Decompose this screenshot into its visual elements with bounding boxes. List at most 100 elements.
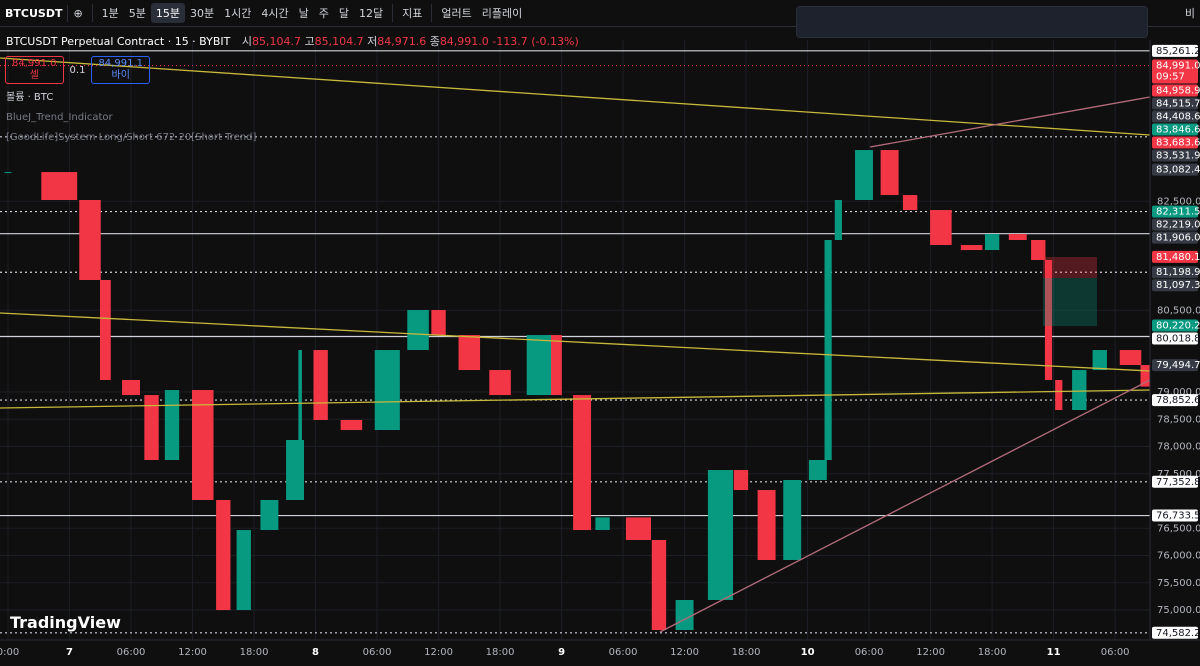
- price-tag: [1152, 626, 1198, 639]
- interval[interactable]: 1분: [101, 7, 119, 20]
- candle: [298, 350, 302, 440]
- sell-label: 셀: [29, 70, 39, 81]
- interval[interactable]: 12달: [359, 7, 384, 20]
- price-tag: [1152, 509, 1198, 522]
- interval[interactable]: 주: [318, 7, 329, 20]
- interval[interactable]: 달: [338, 7, 350, 20]
- candle: [824, 240, 832, 460]
- trade-panel: 84,991.0 셀 0.1 84,991.1 바이: [5, 56, 150, 84]
- legend-title: BTCUSDT Perpetual Contract · 15 · BYBIT: [6, 35, 231, 48]
- price-tag-label: 83,846.6: [1156, 125, 1200, 136]
- candle: [122, 380, 140, 396]
- candle: [313, 350, 328, 420]
- interval[interactable]: 5분: [128, 7, 146, 20]
- indicators-button[interactable]: 지표: [402, 7, 423, 20]
- candle: [79, 200, 101, 280]
- x-tick-label: 10: [801, 647, 815, 658]
- interval[interactable]: 4시간: [261, 7, 289, 20]
- candle: [625, 517, 652, 540]
- candle: [573, 395, 592, 531]
- sell-button[interactable]: 84,991.0 셀: [5, 56, 64, 84]
- x-tick-label: 12:00: [178, 647, 207, 658]
- y-tick-label: 76,000.0: [1157, 551, 1200, 562]
- price-tag-label: 85,261.2: [1156, 46, 1200, 57]
- high: 85,104.7: [314, 35, 364, 48]
- change: -113.7 (-0.13%): [492, 35, 579, 48]
- candle: [1119, 350, 1142, 366]
- price-tag-label: 83,531.9: [1156, 151, 1200, 162]
- interval[interactable]: 1시간: [224, 7, 252, 20]
- candle: [100, 280, 111, 380]
- candle: [757, 490, 776, 560]
- add-symbol[interactable]: ⊕: [73, 6, 83, 20]
- y-tick-label: 75,500.0: [1157, 578, 1200, 589]
- symbol[interactable]: BTCUSDT: [0, 4, 69, 22]
- interval[interactable]: 30분: [190, 7, 215, 20]
- candle: [407, 310, 429, 351]
- y-tick-label: 80,500.0: [1157, 305, 1200, 316]
- price-tag: [1152, 218, 1198, 231]
- candle: [374, 350, 400, 431]
- candle: [1044, 260, 1053, 380]
- price-tag: [1152, 84, 1198, 97]
- stop-zone: [1043, 257, 1097, 278]
- indicator-list: 볼륨 · BTC BlueJ_Trend_Indicator [GoodLife]S…: [6, 88, 256, 148]
- drawings: [0, 57, 1151, 633]
- y-tick-label: 79,000.0: [1157, 387, 1200, 398]
- price-tag-label: 74,582.2: [1156, 628, 1200, 639]
- buy-button[interactable]: 84,991.1 바이: [91, 56, 150, 84]
- interval[interactable]: 날: [298, 7, 309, 20]
- sell-price: 84,991.0: [12, 58, 57, 69]
- open: 85,104.7: [251, 35, 301, 48]
- price-tag: [1152, 359, 1198, 372]
- ohlc: 시85,104.7 고85,104.7 저84,971.6 종84,991.0 …: [242, 35, 579, 48]
- price-tag: [1152, 475, 1198, 488]
- interval[interactable]: 15분: [150, 3, 186, 23]
- indicator: [GoodLife]System Long/Short 672 20[Short…: [6, 132, 257, 143]
- replay-button[interactable]: 리플레이: [481, 7, 523, 20]
- y-tick-label: 76,500.0: [1157, 523, 1200, 534]
- y-tick-label: 75,000.0: [1157, 605, 1200, 616]
- y-tick-label: 78,500.0: [1157, 414, 1200, 425]
- trend-line: [869, 96, 1151, 148]
- candle: [431, 310, 446, 336]
- candle: [595, 517, 610, 531]
- price-tag-label: 81,198.9: [1156, 267, 1200, 278]
- candle: [960, 245, 983, 251]
- price-tag: [1152, 332, 1198, 345]
- price-tag-label: 80,220.2: [1156, 321, 1200, 332]
- price-tag: [1152, 231, 1198, 244]
- price-tag-label: 84,958.9: [1156, 86, 1200, 97]
- price-tag: [1152, 163, 1198, 176]
- candle: [1092, 350, 1107, 371]
- price-tag-label: 84,515.7: [1156, 99, 1200, 110]
- price-tag-label: 83,082.4: [1156, 165, 1200, 176]
- legend: BTCUSDT Perpetual Contract · 15 · BYBIT …: [6, 34, 579, 50]
- price-tag-label: 79,494.7: [1156, 360, 1200, 371]
- price-tag-label: 80,018.8: [1156, 334, 1200, 345]
- axes: 82,500.0 80,500.0 79,000.0 78,500.0 78,000.0…: [0, 44, 1200, 658]
- candle: [144, 395, 159, 460]
- candle: [834, 200, 842, 240]
- candle: [855, 150, 873, 200]
- x-tick-label: 06:00: [855, 647, 884, 658]
- x-tick-label: 8: [312, 647, 319, 658]
- candle: [551, 335, 562, 396]
- candle: [1072, 370, 1087, 411]
- price-tag-label: 84,408.6: [1156, 112, 1200, 123]
- price-tag-label: 77,352.8: [1156, 477, 1200, 488]
- candle: [1031, 240, 1046, 260]
- price-tag-label: 83,683.6: [1156, 138, 1200, 149]
- candle: [286, 440, 305, 500]
- price-tag: [1152, 123, 1198, 136]
- candle: [930, 210, 952, 246]
- alert-button[interactable]: 얼러트: [441, 7, 472, 20]
- indicator: 볼륨 · BTC: [6, 92, 54, 103]
- label: 저: [367, 35, 378, 48]
- label: 시: [241, 35, 252, 48]
- price-tag: [1152, 205, 1198, 218]
- price-tag-label: 81,906.0: [1156, 233, 1200, 244]
- candle: [984, 234, 1000, 251]
- close: 84,991.0: [439, 35, 489, 48]
